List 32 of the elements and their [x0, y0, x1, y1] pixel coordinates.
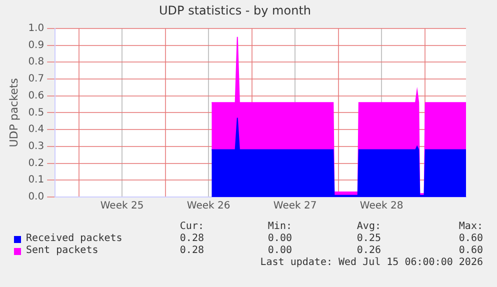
text: 0.60 [458, 245, 483, 256]
y-tick-label: 0.0 [28, 192, 44, 203]
y-tick-label: 0.2 [28, 158, 44, 169]
legend-label: Received packets [26, 233, 122, 244]
text: Last update: Wed Jul 15 06:00:00 2026 [260, 257, 483, 268]
y-tick-label: 0.9 [28, 40, 44, 51]
chart-title: UDP statistics - by month [158, 3, 312, 18]
y-tick-label: 0.6 [28, 90, 44, 102]
x-tick-label: Week 28 [360, 200, 404, 212]
y-tick-label: 0.8 [28, 56, 44, 68]
text: Cur: [180, 221, 204, 232]
text: Min: [268, 221, 292, 232]
x-tick-label: Week 27 [273, 200, 317, 212]
text: 0.00 [268, 245, 292, 256]
text: 0.28 [180, 245, 204, 256]
text: Avg: [356, 221, 381, 232]
y-tick-label: 0.4 [28, 124, 44, 136]
text: 0.60 [458, 233, 483, 244]
y-tick-label: 0.5 [28, 107, 44, 118]
x-tick-label: Week 25 [100, 200, 144, 212]
y-tick-label: 0.3 [28, 141, 44, 152]
y-tick-label: 1.0 [28, 22, 44, 34]
legend-label: Sent packets [26, 245, 98, 256]
y-tick-label: 0.7 [28, 74, 44, 85]
x-tick-label: Week 26 [186, 200, 230, 212]
y-axis-title: UDP packets [7, 78, 20, 148]
y-tick-label: 0.1 [28, 174, 44, 186]
text: 0.25 [356, 233, 381, 244]
text: Max: [458, 221, 483, 232]
text: 0.00 [268, 233, 292, 244]
text: 0.28 [180, 233, 204, 244]
text: 0.26 [356, 245, 381, 256]
